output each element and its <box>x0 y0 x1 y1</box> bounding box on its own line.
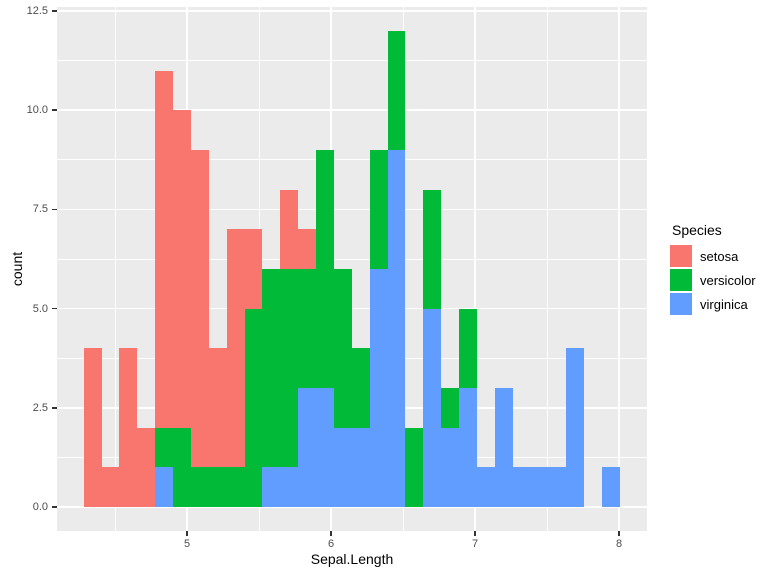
y-tick-label-12.5: 12.5 <box>26 4 48 17</box>
bar-bin14-versicolor <box>316 150 334 388</box>
bar-bin30-virginica <box>602 467 620 507</box>
x-tick-label-8: 8 <box>616 538 623 550</box>
gridline-y-major <box>57 208 647 211</box>
x-tick-5 <box>186 531 188 536</box>
bar-bin25-virginica <box>513 467 531 507</box>
bar-bin13-setosa <box>298 229 316 269</box>
bar-bin10-versicolor <box>245 309 262 507</box>
bar-bin9-setosa <box>227 229 245 467</box>
y-tick-0.0 <box>52 506 57 508</box>
bar-bin22-versicolor <box>459 309 477 388</box>
legend-items: setosa versicolor virginica <box>670 245 756 315</box>
y-tick-7.5 <box>52 208 57 211</box>
gridline-y-minor <box>57 60 647 62</box>
legend-item-virginica: virginica <box>670 293 756 315</box>
legend-swatch-setosa <box>670 245 692 267</box>
bar-bin21-versicolor <box>441 388 459 428</box>
bar-bin8-setosa <box>209 348 227 467</box>
y-tick-label-5.0: 5.0 <box>32 302 48 315</box>
y-tick-5.0 <box>52 307 57 310</box>
bar-bin5-versicolor <box>155 428 173 467</box>
bar-bin12-versicolor <box>280 269 298 467</box>
x-tick-label-7: 7 <box>471 538 479 550</box>
x-tick-label-6: 6 <box>327 538 335 550</box>
bar-bin16-virginica <box>352 428 370 507</box>
bar-bin12-setosa <box>280 190 298 269</box>
bar-bin20-virginica <box>423 309 441 507</box>
bar-bin15-virginica <box>334 428 352 507</box>
bar-bin15-versicolor <box>334 269 352 428</box>
y-tick-label-7.5: 7.5 <box>32 203 48 216</box>
bar-bin12-virginica <box>280 467 298 507</box>
bar-bin16-versicolor <box>352 348 370 428</box>
bar-bin11-virginica <box>262 467 280 507</box>
bar-bin6-versicolor <box>173 428 191 507</box>
bar-bin2-setosa <box>102 467 119 507</box>
x-tick-6 <box>330 531 332 536</box>
bar-bin20-versicolor <box>423 190 441 309</box>
x-axis-title: Sepal.Length <box>310 551 394 567</box>
y-axis-title: count <box>9 251 25 287</box>
y-tick-label-2.5: 2.5 <box>32 401 48 414</box>
bar-bin9-versicolor <box>227 467 245 507</box>
legend-title: Species <box>672 222 722 238</box>
bar-bin10-setosa <box>245 229 262 309</box>
gridline-y-major <box>57 307 647 310</box>
gridline-y-major <box>57 506 647 508</box>
bar-bin18-virginica <box>388 150 405 507</box>
bar-bin1-setosa <box>84 348 102 507</box>
y-tick-12.5 <box>52 10 57 12</box>
bar-bin14-virginica <box>316 388 334 507</box>
gridline-y-minor <box>57 258 647 260</box>
bar-bin7-setosa <box>191 150 209 467</box>
x-tick-7 <box>474 531 476 536</box>
legend-label-setosa: setosa <box>700 248 739 264</box>
bar-bin26-virginica <box>531 467 548 507</box>
legend-label-virginica: virginica <box>700 296 748 312</box>
bar-bin18-versicolor <box>388 31 405 150</box>
legend-swatch-versicolor <box>670 269 692 291</box>
gridline-y-major <box>57 109 647 111</box>
bar-bin19-versicolor <box>405 428 423 507</box>
bar-bin17-versicolor <box>370 150 388 269</box>
bar-bin13-virginica <box>298 388 316 507</box>
legend-item-versicolor: versicolor <box>670 269 756 291</box>
y-tick-label-0.0: 0.0 <box>32 501 48 514</box>
legend-label-versicolor: versicolor <box>700 272 756 288</box>
gridline-x-minor <box>114 7 116 531</box>
bar-bin7-versicolor <box>191 467 209 507</box>
y-tick-label-10.0: 10.0 <box>26 104 48 117</box>
bar-bin22-virginica <box>459 388 477 507</box>
gridline-x-major <box>618 7 620 531</box>
bar-bin17-virginica <box>370 269 388 507</box>
gridline-x-major <box>474 7 476 531</box>
plot-panel <box>57 7 647 531</box>
x-tick-label-5: 5 <box>183 538 191 550</box>
bar-bin21-virginica <box>441 428 459 507</box>
bar-bin27-virginica <box>548 467 566 507</box>
y-tick-10.0 <box>52 109 57 111</box>
bar-bin4-setosa <box>137 428 155 507</box>
gridline-x-minor <box>546 7 548 531</box>
x-tick-8 <box>618 531 620 536</box>
legend-item-setosa: setosa <box>670 245 756 267</box>
bar-bin5-setosa <box>155 71 173 428</box>
bar-bin11-versicolor <box>262 269 280 467</box>
legend-swatch-virginica <box>670 293 692 315</box>
bar-bin8-versicolor <box>209 467 227 507</box>
gridline-y-minor <box>57 159 647 161</box>
bar-bin5-virginica <box>155 467 173 507</box>
gridline-y-major <box>57 10 647 12</box>
bar-bin13-versicolor <box>298 269 316 388</box>
bar-bin6-setosa <box>173 110 191 428</box>
bar-bin23-virginica <box>477 467 495 507</box>
legend: Species setosa versicolor virginica <box>670 222 756 317</box>
y-tick-2.5 <box>52 407 57 409</box>
bar-bin3-setosa <box>119 348 137 507</box>
bar-bin28-virginica <box>566 348 584 507</box>
bar-bin24-virginica <box>495 388 513 507</box>
